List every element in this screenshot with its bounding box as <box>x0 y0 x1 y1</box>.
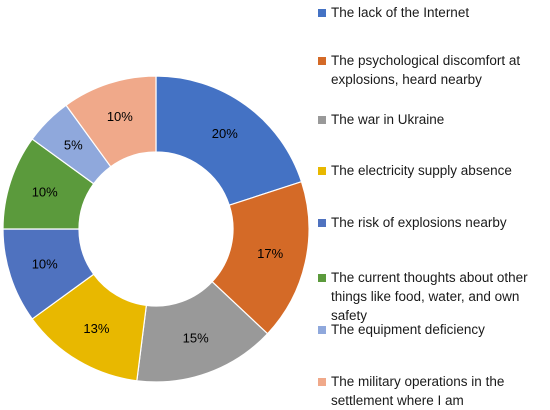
donut-slices <box>2 75 310 383</box>
legend-swatch <box>318 219 326 227</box>
legend-swatch <box>318 57 326 65</box>
donut-chart: 20% 17% 15% 13% 10% 10% 5% 10% <box>2 75 310 383</box>
legend-swatch <box>318 116 326 124</box>
legend-label: The current thoughts about other things … <box>331 270 528 323</box>
legend-item: The equipment deficiency <box>318 320 548 339</box>
legend-item: The electricity supply absence <box>318 161 548 180</box>
legend-swatch <box>318 167 326 175</box>
legend-label: The risk of explosions nearby <box>331 215 507 230</box>
slice-value-label: 5% <box>64 138 83 153</box>
slice-value-label: 17% <box>257 246 283 261</box>
legend-item: The war in Ukraine <box>318 110 548 129</box>
legend-label: The psychological discomfort at explosio… <box>331 53 521 87</box>
legend-item: The psychological discomfort at explosio… <box>318 51 548 89</box>
legend-label: The electricity supply absence <box>331 163 512 178</box>
legend-swatch <box>318 326 326 334</box>
legend-item: The military operations in the settlemen… <box>318 372 548 410</box>
slice-the-military-operations-in-the-settlement-where-i-am <box>65 75 157 168</box>
legend-swatch <box>318 378 326 386</box>
legend-label: The war in Ukraine <box>331 112 445 127</box>
chart-legend: The lack of the Internet The psychologica… <box>318 0 550 410</box>
slice-value-label: 10% <box>107 109 133 124</box>
slice-value-label: 20% <box>212 126 238 141</box>
slice-value-label: 15% <box>183 331 209 346</box>
legend-label: The lack of the Internet <box>331 5 470 20</box>
slice-value-label: 10% <box>32 257 58 272</box>
legend-item: The lack of the Internet <box>318 3 548 22</box>
legend-item: The current thoughts about other things … <box>318 268 548 325</box>
legend-label: The equipment deficiency <box>331 322 485 337</box>
slice-value-label: 10% <box>32 184 58 199</box>
legend-swatch <box>318 274 326 282</box>
slice-the-lack-of-the-internet <box>155 75 303 206</box>
donut-value-labels: 20% 17% 15% 13% 10% 10% 5% 10% <box>32 109 284 345</box>
legend-swatch <box>318 9 326 17</box>
legend-label: The military operations in the settlemen… <box>331 374 505 408</box>
legend-item: The risk of explosions nearby <box>318 213 548 232</box>
slice-value-label: 13% <box>83 321 109 336</box>
